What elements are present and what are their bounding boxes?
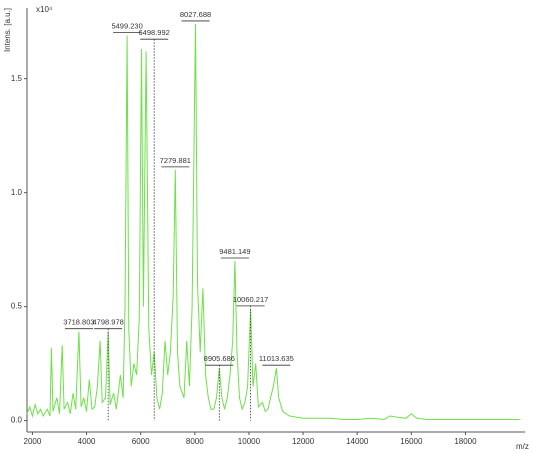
x-tick-label: 6000 (132, 437, 150, 446)
peak-label: 11013.635 (259, 354, 294, 363)
y-tick-label: 0.5 (11, 302, 23, 311)
x-tick-label: 2000 (24, 437, 42, 446)
y-tick-label: 0.0 (11, 416, 23, 425)
y-tick-label: 1.0 (11, 188, 23, 197)
x-tick-label: 18000 (454, 437, 477, 446)
peak-label: 5499.230 (111, 21, 142, 30)
y-scale-label: x10⁴ (36, 5, 53, 14)
peak-label: 3718.803 (63, 318, 94, 327)
peak-label: 8027.688 (180, 10, 211, 19)
x-tick-label: 12000 (292, 437, 315, 446)
x-axis-label: m/z (516, 442, 529, 451)
peak-label: 10060.217 (233, 295, 268, 304)
x-tick-label: 8000 (186, 437, 204, 446)
x-tick-label: 4000 (78, 437, 96, 446)
peak-label: 6498.992 (139, 28, 170, 37)
x-tick-label: 16000 (400, 437, 423, 446)
x-tick-label: 14000 (346, 437, 369, 446)
peak-label: 8905.686 (204, 354, 235, 363)
peak-label: 4798.978 (93, 318, 124, 327)
peak-label: 7279.881 (160, 156, 191, 165)
y-tick-label: 1.5 (11, 74, 23, 83)
x-tick-label: 10000 (238, 437, 261, 446)
spectrum (26, 23, 520, 421)
y-axis-label: Intens. [a.u.] (3, 8, 12, 52)
peak-label: 9481.149 (219, 247, 250, 256)
